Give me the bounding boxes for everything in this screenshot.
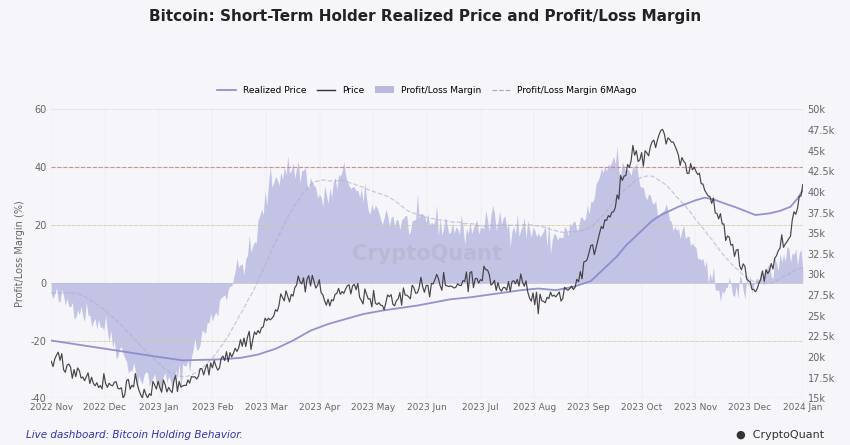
Text: Live dashboard: Bitcoin Holding Behavior.: Live dashboard: Bitcoin Holding Behavior… xyxy=(26,430,242,440)
Y-axis label: Profit/Loss Margin (%): Profit/Loss Margin (%) xyxy=(15,200,25,307)
Text: CryptoQuant: CryptoQuant xyxy=(352,244,502,264)
Legend: Realized Price, Price, Profit/Loss Margin, Profit/Loss Margin 6MAago: Realized Price, Price, Profit/Loss Margi… xyxy=(214,82,640,98)
Text: ●  CryptoQuant: ● CryptoQuant xyxy=(736,430,824,440)
Text: Bitcoin: Short-Term Holder Realized Price and Profit/Loss Margin: Bitcoin: Short-Term Holder Realized Pric… xyxy=(149,9,701,24)
